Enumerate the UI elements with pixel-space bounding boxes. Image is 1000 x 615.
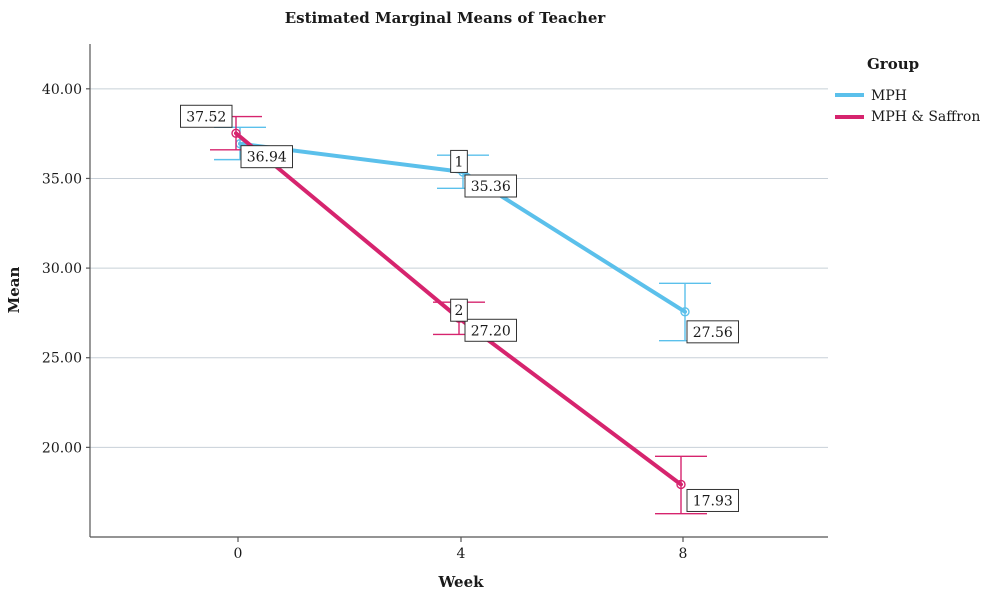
point-mph-saffron xyxy=(231,128,241,138)
x-axis-title: Week xyxy=(437,573,484,591)
chart-title: Estimated Marginal Means of Teacher xyxy=(285,9,607,27)
data-label-mph-saffron-text: 37.52 xyxy=(186,109,226,125)
y-axis-title: Mean xyxy=(5,267,23,314)
data-label-mph-saffron-box xyxy=(686,488,739,512)
legend-title: Group xyxy=(867,55,919,73)
x-tick-label: 0 xyxy=(234,546,243,562)
data-label-mph-box xyxy=(464,174,517,198)
x-tick-label: 8 xyxy=(679,546,688,562)
data-label-mph-saffron-box xyxy=(180,104,233,128)
y-tick-label: 30.00 xyxy=(42,261,82,277)
point-mph-saffron xyxy=(676,479,686,490)
legend-label-mph: MPH xyxy=(871,88,907,104)
annotation-label-text: 2 xyxy=(455,303,464,319)
data-label-mph-saffron: 37.52 xyxy=(180,104,233,128)
legend: Group MPH MPH & Saffron xyxy=(835,55,980,125)
data-label-mph-saffron-text: 17.93 xyxy=(693,493,733,509)
data-label-mph-saffron: 17.93 xyxy=(686,488,739,512)
annotation-label-box xyxy=(450,149,468,173)
data-label-mph: 36.94 xyxy=(240,145,293,169)
y-tick-label: 40.00 xyxy=(42,82,82,98)
data-label-mph-text: 35.36 xyxy=(471,179,511,195)
annotation-label-box xyxy=(450,298,468,322)
data-label-mph-text: 36.94 xyxy=(247,150,287,166)
data-label-mph-saffron-text: 27.20 xyxy=(471,323,511,339)
data-label-mph-saffron: 27.20 xyxy=(464,318,517,342)
data-label-mph: 27.56 xyxy=(686,320,739,344)
axis-layer: 20.00 25.00 30.00 35.00 40.00 0 4 8 xyxy=(42,44,828,562)
x-tick-label: 4 xyxy=(457,546,466,562)
data-label-mph-box xyxy=(686,320,739,344)
grid-layer xyxy=(90,88,828,448)
label-layer: 36.94 35.36 27.56 37.52 27.20 17.93 1 2 xyxy=(180,104,739,512)
data-label-mph-text: 27.56 xyxy=(693,325,733,341)
legend-label-mph-saffron: MPH & Saffron xyxy=(871,109,980,125)
point-mph xyxy=(680,307,690,317)
data-label-mph-saffron-box xyxy=(464,318,517,342)
data-label-mph: 35.36 xyxy=(464,174,517,198)
y-tick-label: 20.00 xyxy=(42,440,82,456)
data-label-mph-box xyxy=(240,145,293,169)
y-tick-label: 35.00 xyxy=(42,171,82,187)
annotation-label: 2 xyxy=(450,298,468,322)
y-tick-label: 25.00 xyxy=(42,351,82,367)
annotation-label-text: 1 xyxy=(455,154,464,170)
annotation-label: 1 xyxy=(450,149,468,173)
